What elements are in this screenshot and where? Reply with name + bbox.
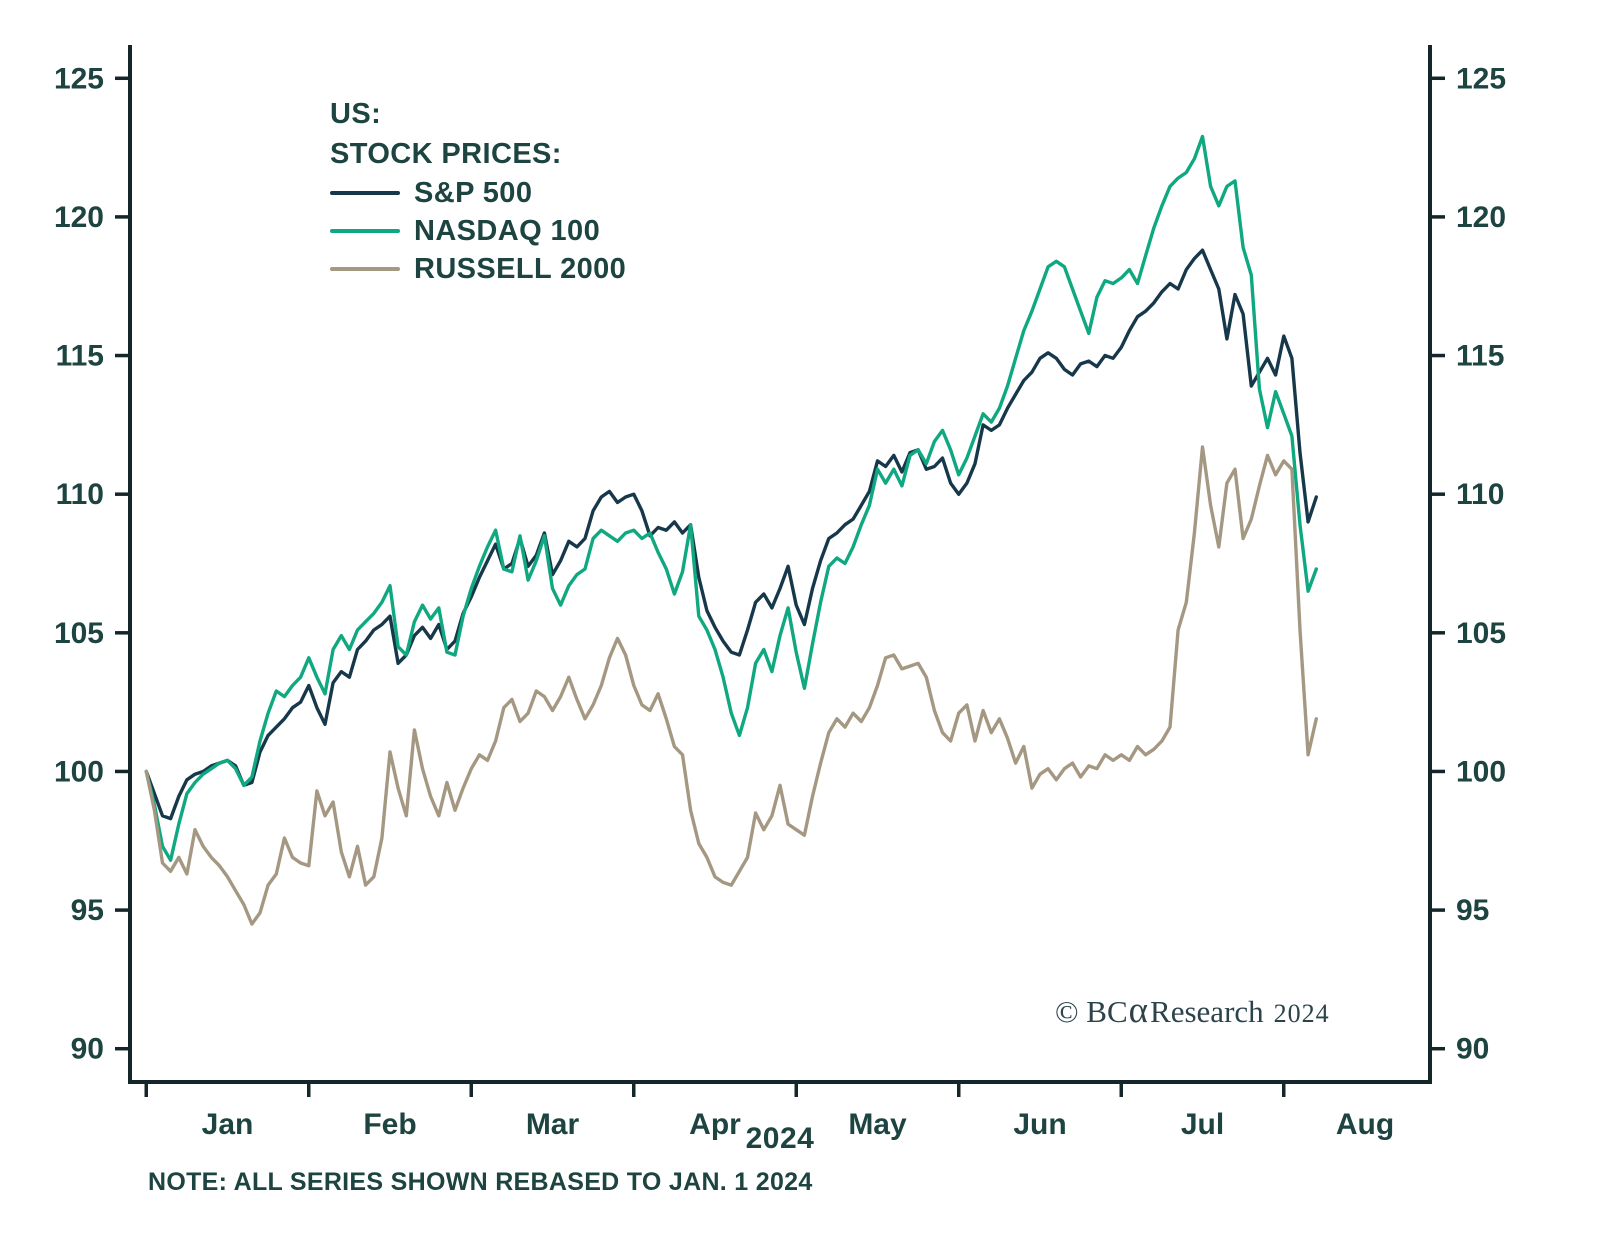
y-axis-label-left: 115 [56, 340, 104, 373]
x-axis-year-label: 2024 [745, 1122, 815, 1155]
y-axis-label-left: 120 [54, 201, 104, 234]
x-axis-label: Feb [363, 1108, 416, 1141]
x-axis-label: Aug [1336, 1108, 1394, 1141]
y-axis-label-right: 125 [1456, 62, 1506, 95]
x-axis-label: Jan [202, 1108, 254, 1141]
x-axis-label: Apr [689, 1108, 741, 1141]
line-swatch-sp500 [330, 191, 400, 195]
chart-legend: US: STOCK PRICES: S&P 500 NASDAQ 100 RUS… [330, 94, 626, 288]
copyright-branding: © BC α Research 2024 [1055, 992, 1330, 1030]
series-line-russell-2000 [144, 445, 1319, 926]
legend-item: S&P 500 [330, 174, 626, 212]
y-axis-label-left: 100 [54, 755, 104, 788]
legend-label-russell2000: RUSSELL 2000 [414, 252, 627, 285]
y-axis-label-right: 100 [1456, 755, 1506, 788]
y-axis-label-right: 115 [1456, 340, 1504, 373]
x-axis-label: May [848, 1108, 907, 1141]
bca-alpha-glyph: α [1128, 990, 1149, 1031]
y-axis-label-right: 105 [1456, 617, 1506, 650]
y-axis-label-left: 110 [56, 478, 104, 511]
chart-title-line-1: US: [330, 98, 382, 130]
y-axis-label-right: 120 [1456, 201, 1506, 234]
y-axis-label-left: 105 [54, 617, 104, 650]
legend-label-sp500: S&P 500 [414, 176, 533, 209]
series-line-s-p-500 [144, 248, 1319, 821]
legend-item: RUSSELL 2000 [330, 250, 626, 288]
copyright-year: 2024 [1273, 999, 1330, 1028]
footnote: NOTE: ALL SERIES SHOWN REBASED TO JAN. 1… [148, 1168, 813, 1196]
copyright-prefix: © BC [1055, 994, 1128, 1029]
x-axis-label: Jun [1013, 1108, 1066, 1141]
y-axis-label-left: 95 [71, 894, 104, 927]
y-axis-label-left: 90 [71, 1033, 104, 1066]
line-swatch-nasdaq100 [330, 229, 400, 233]
series-line-nasdaq-100 [144, 134, 1319, 862]
y-axis-label-right: 110 [1456, 478, 1504, 511]
y-axis-label-right: 90 [1456, 1033, 1489, 1066]
chart-title-line-2: STOCK PRICES: [330, 138, 562, 170]
y-axis-label-left: 125 [54, 62, 104, 95]
y-axis-label-right: 95 [1456, 894, 1489, 927]
legend-label-nasdaq100: NASDAQ 100 [414, 214, 601, 247]
line-swatch-russell2000 [330, 267, 400, 271]
x-axis-label: Jul [1181, 1108, 1224, 1141]
legend-item: NASDAQ 100 [330, 212, 626, 250]
x-axis-label: Mar [526, 1108, 580, 1141]
copyright-suffix: Research [1150, 994, 1264, 1029]
